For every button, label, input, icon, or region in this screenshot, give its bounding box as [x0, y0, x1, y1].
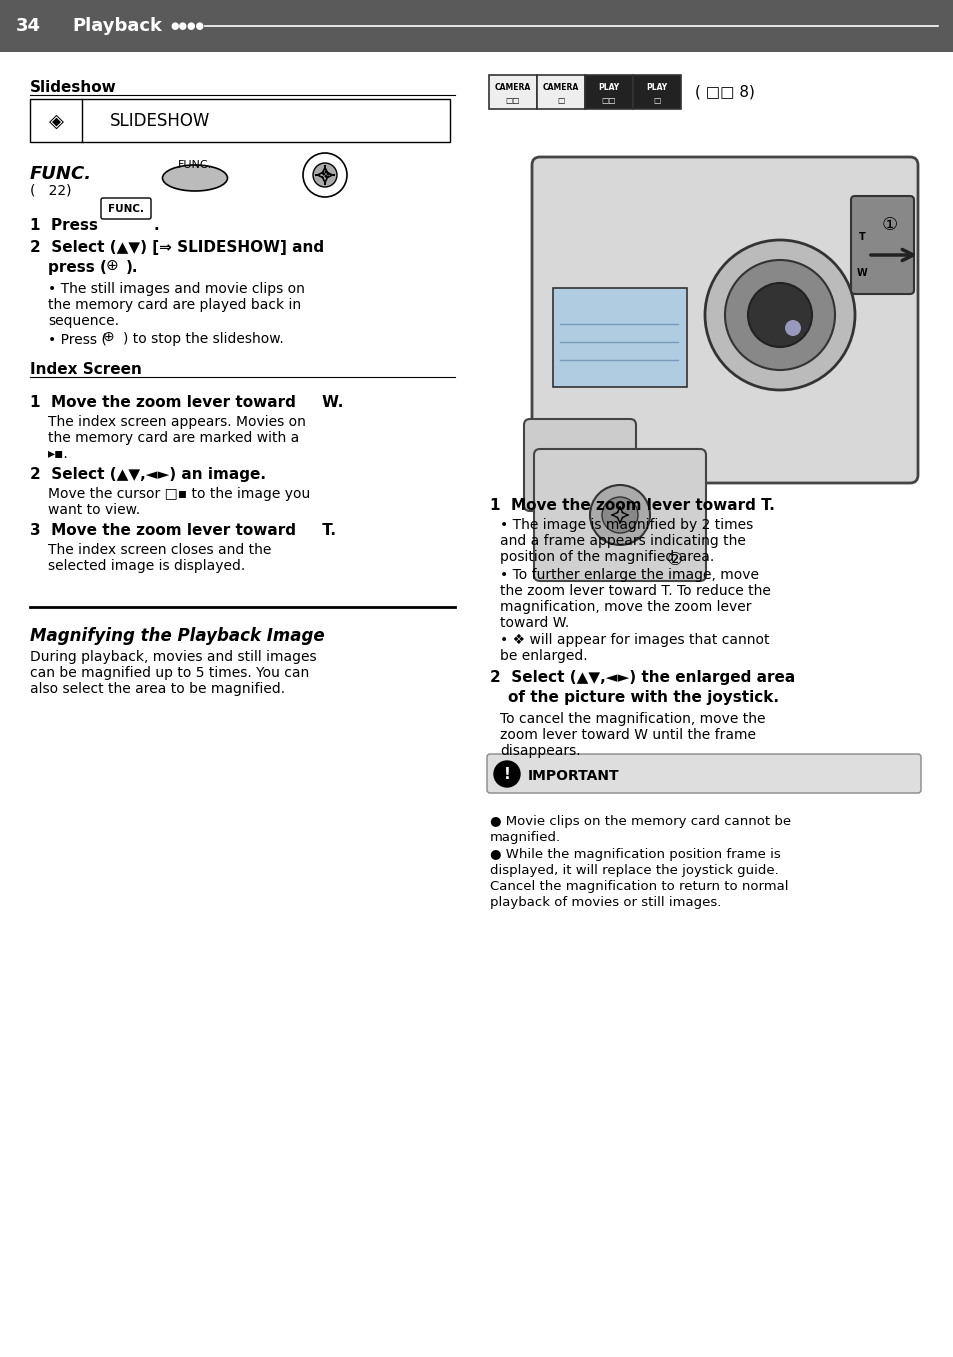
Text: □: □ [653, 95, 659, 104]
Text: □□: □□ [505, 95, 519, 104]
Text: FUNC.: FUNC. [108, 204, 144, 214]
Text: 1  Move the zoom lever toward T.: 1 Move the zoom lever toward T. [490, 498, 774, 513]
Text: • The image is magnified by 2 times: • The image is magnified by 2 times [499, 518, 753, 532]
Text: □: □ [557, 95, 564, 104]
FancyBboxPatch shape [633, 75, 680, 109]
Text: Cancel the magnification to return to normal: Cancel the magnification to return to no… [490, 879, 788, 893]
Circle shape [303, 153, 347, 197]
Text: To cancel the magnification, move the: To cancel the magnification, move the [499, 712, 764, 726]
Text: ⊕: ⊕ [106, 258, 118, 273]
Text: sequence.: sequence. [48, 313, 119, 328]
Text: Magnifying the Playback Image: Magnifying the Playback Image [30, 627, 324, 645]
Text: ▸▪.: ▸▪. [48, 446, 69, 461]
Text: • Press (: • Press ( [48, 332, 107, 346]
Text: 2  Select (▲▼,◄►) the enlarged area: 2 Select (▲▼,◄►) the enlarged area [490, 670, 795, 685]
Text: magnified.: magnified. [490, 830, 560, 844]
FancyBboxPatch shape [584, 75, 633, 109]
Text: Playback: Playback [71, 18, 162, 35]
Text: ) to stop the slideshow.: ) to stop the slideshow. [123, 332, 283, 346]
Text: SLIDESHOW: SLIDESHOW [110, 113, 211, 130]
FancyBboxPatch shape [553, 288, 686, 387]
Text: ( □□ 8): ( □□ 8) [695, 84, 754, 99]
Text: 2  Select (▲▼) [⇒ SLIDESHOW] and: 2 Select (▲▼) [⇒ SLIDESHOW] and [30, 240, 324, 255]
Text: of the picture with the joystick.: of the picture with the joystick. [507, 689, 779, 706]
Text: ❖: ❖ [319, 170, 330, 180]
Text: and a frame appears indicating the: and a frame appears indicating the [499, 535, 745, 548]
Text: ⊕: ⊕ [103, 330, 114, 345]
Text: 1  Move the zoom lever toward     W.: 1 Move the zoom lever toward W. [30, 395, 343, 410]
FancyBboxPatch shape [850, 195, 913, 294]
Circle shape [313, 163, 336, 187]
Text: the zoom lever toward T. To reduce the: the zoom lever toward T. To reduce the [499, 584, 770, 598]
Text: The index screen appears. Movies on: The index screen appears. Movies on [48, 415, 306, 429]
Text: (   22): ( 22) [30, 183, 71, 197]
Ellipse shape [162, 166, 227, 191]
Text: also select the area to be magnified.: also select the area to be magnified. [30, 683, 285, 696]
FancyBboxPatch shape [486, 754, 920, 792]
FancyBboxPatch shape [537, 75, 584, 109]
Text: the memory card are marked with a: the memory card are marked with a [48, 432, 299, 445]
Text: ●●●●: ●●●● [170, 20, 204, 31]
Text: Index Screen: Index Screen [30, 362, 142, 377]
Text: 2  Select (▲▼,◄►) an image.: 2 Select (▲▼,◄►) an image. [30, 467, 266, 482]
Text: FUNC.: FUNC. [177, 160, 212, 170]
Text: !: ! [503, 767, 510, 782]
Text: Move the cursor □▪ to the image you: Move the cursor □▪ to the image you [48, 487, 310, 501]
Text: 1  Press: 1 Press [30, 218, 103, 233]
Text: W: W [856, 267, 866, 278]
Text: disappears.: disappears. [499, 744, 580, 759]
Text: .: . [153, 218, 159, 233]
FancyBboxPatch shape [101, 198, 151, 218]
Text: ).: ). [126, 261, 138, 275]
FancyBboxPatch shape [30, 99, 450, 142]
Text: playback of movies or still images.: playback of movies or still images. [490, 896, 720, 909]
Text: position of the magnified area.: position of the magnified area. [499, 550, 714, 565]
Text: be enlarged.: be enlarged. [499, 649, 587, 664]
Text: want to view.: want to view. [48, 503, 140, 517]
Text: CAMERA: CAMERA [542, 83, 578, 92]
Circle shape [494, 761, 519, 787]
Text: FUNC.: FUNC. [30, 166, 92, 183]
FancyBboxPatch shape [532, 157, 917, 483]
Circle shape [589, 484, 649, 546]
Text: PLAY: PLAY [646, 83, 667, 92]
FancyBboxPatch shape [0, 0, 953, 52]
Circle shape [747, 284, 811, 347]
Text: • To further enlarge the image, move: • To further enlarge the image, move [499, 569, 759, 582]
Text: • ❖ will appear for images that cannot: • ❖ will appear for images that cannot [499, 632, 769, 647]
Text: the memory card are played back in: the memory card are played back in [48, 299, 301, 312]
Text: ● Movie clips on the memory card cannot be: ● Movie clips on the memory card cannot … [490, 816, 790, 828]
Text: 3  Move the zoom lever toward     T.: 3 Move the zoom lever toward T. [30, 522, 335, 537]
Circle shape [784, 320, 801, 337]
Text: ②: ② [666, 551, 682, 569]
Text: The index screen closes and the: The index screen closes and the [48, 543, 271, 556]
Text: • The still images and movie clips on: • The still images and movie clips on [48, 282, 305, 296]
Text: selected image is displayed.: selected image is displayed. [48, 559, 245, 573]
Text: ◈: ◈ [49, 111, 64, 130]
Text: press (: press ( [48, 261, 107, 275]
Text: magnification, move the zoom lever: magnification, move the zoom lever [499, 600, 751, 613]
Circle shape [601, 497, 638, 533]
Text: Slideshow: Slideshow [30, 80, 116, 95]
Text: can be magnified up to 5 times. You can: can be magnified up to 5 times. You can [30, 666, 309, 680]
Circle shape [724, 261, 834, 370]
Text: displayed, it will replace the joystick guide.: displayed, it will replace the joystick … [490, 864, 778, 877]
Text: T: T [858, 232, 864, 242]
Text: zoom lever toward W until the frame: zoom lever toward W until the frame [499, 727, 755, 742]
FancyBboxPatch shape [534, 449, 705, 581]
Text: CAMERA: CAMERA [495, 83, 531, 92]
Text: ● While the magnification position frame is: ● While the magnification position frame… [490, 848, 780, 860]
Text: During playback, movies and still images: During playback, movies and still images [30, 650, 316, 664]
Text: IMPORTANT: IMPORTANT [527, 769, 619, 783]
FancyBboxPatch shape [523, 419, 636, 512]
Text: toward W.: toward W. [499, 616, 569, 630]
FancyBboxPatch shape [489, 75, 537, 109]
Text: 34: 34 [15, 18, 40, 35]
Text: ①: ① [881, 216, 897, 233]
Text: PLAY: PLAY [598, 83, 618, 92]
Circle shape [704, 240, 854, 389]
Text: □□: □□ [601, 95, 616, 104]
